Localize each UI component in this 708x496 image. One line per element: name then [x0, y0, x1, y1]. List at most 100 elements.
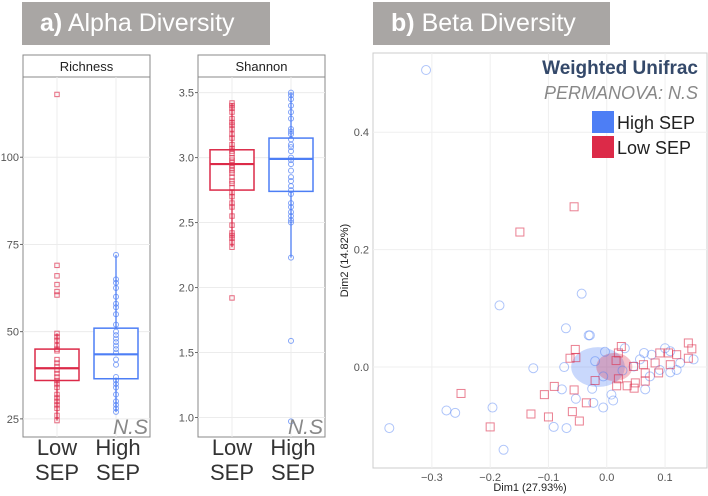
data-point	[590, 356, 601, 367]
data-point	[590, 376, 600, 386]
header-title: Beta Diversity	[421, 9, 576, 37]
data-point	[629, 361, 639, 371]
data-point	[54, 91, 60, 98]
data-point	[683, 353, 693, 363]
data-point	[113, 335, 119, 342]
data-point	[584, 330, 595, 341]
x-category-label: SEP	[210, 460, 254, 485]
data-point	[113, 405, 119, 412]
strip-title: Shannon	[235, 59, 287, 74]
data-point	[384, 423, 395, 434]
data-point	[229, 126, 235, 132]
pcoa-scatter: −0.3 −0.2 −0.1 0.0 0.1 0.0 0.2 0.4 Dim1 (27.93%)…	[339, 52, 708, 494]
data-point	[113, 311, 119, 318]
x-tick-label: −0.2	[479, 472, 501, 484]
data-point	[441, 405, 452, 416]
data-point	[687, 344, 697, 354]
data-point	[113, 321, 119, 328]
data-point	[113, 380, 119, 387]
data-point	[539, 390, 549, 400]
data-point	[654, 364, 665, 375]
data-point	[113, 342, 119, 349]
plot-area	[197, 76, 326, 438]
data-point	[288, 89, 294, 96]
data-point	[113, 349, 119, 356]
alpha-diversity-header: a) Alpha Diversity	[22, 2, 270, 45]
y-tick-label: 3.5	[179, 88, 194, 100]
x-category-label: SEP	[35, 460, 79, 485]
data-point	[665, 360, 675, 370]
data-point	[54, 391, 60, 398]
data-point	[229, 189, 235, 196]
x-tick-label: −0.3	[421, 472, 443, 484]
data-point	[288, 109, 294, 116]
data-point	[229, 213, 235, 219]
data-point	[113, 374, 119, 380]
significance-annotation: N.S	[288, 416, 323, 439]
x-category-label: High	[270, 435, 315, 460]
data-point	[113, 285, 119, 292]
data-point	[672, 350, 682, 360]
data-point	[113, 401, 119, 408]
data-point	[487, 402, 498, 413]
data-point	[113, 332, 119, 339]
data-point	[655, 348, 665, 358]
data-point	[54, 370, 60, 377]
header-title: Alpha Diversity	[67, 9, 235, 37]
data-point	[229, 222, 235, 228]
data-point	[229, 239, 235, 245]
data-point	[229, 105, 235, 111]
y-tick-label: 50	[7, 327, 19, 339]
data-point	[548, 421, 559, 432]
data-point	[229, 131, 235, 137]
data-point	[229, 180, 235, 187]
data-point	[113, 328, 119, 335]
y-tick-label: 3.0	[179, 153, 194, 165]
data-point	[229, 204, 235, 210]
y-tick-label: 0.4	[354, 127, 369, 139]
data-point	[288, 161, 294, 168]
confidence-ellipse	[571, 347, 625, 387]
data-point	[560, 323, 571, 334]
data-point	[288, 190, 294, 197]
y-tick-label: 100	[1, 152, 19, 164]
data-point	[229, 193, 235, 200]
x-tick-label: 0.0	[599, 472, 614, 484]
data-point	[608, 395, 619, 406]
data-point	[581, 398, 591, 408]
data-point	[619, 343, 630, 354]
data-point	[229, 109, 235, 115]
data-point	[54, 337, 60, 344]
x-tick-label: 0.1	[657, 472, 672, 484]
data-point	[288, 213, 294, 220]
data-point	[229, 200, 235, 206]
data-point	[54, 405, 60, 412]
data-point	[113, 251, 119, 258]
y-tick-label: 1.5	[179, 348, 194, 360]
data-point	[526, 409, 536, 419]
data-point	[229, 235, 235, 241]
data-point	[456, 388, 466, 398]
x-tick-label: −0.1	[538, 472, 560, 484]
header-letter: b)	[391, 9, 415, 37]
data-point	[543, 412, 553, 422]
data-point	[606, 389, 617, 400]
data-point	[640, 368, 650, 378]
data-point	[113, 304, 119, 311]
data-point	[229, 115, 235, 122]
data-point	[54, 348, 60, 354]
data-point	[288, 102, 294, 109]
data-point	[588, 397, 599, 408]
data-point	[54, 262, 60, 269]
data-point	[229, 135, 235, 141]
data-point	[450, 407, 461, 418]
data-point	[54, 334, 60, 340]
data-point	[113, 398, 119, 405]
data-point	[612, 381, 622, 391]
data-point	[494, 300, 505, 311]
data-point	[113, 361, 119, 368]
data-point	[556, 384, 567, 395]
data-point	[54, 367, 60, 373]
data-point	[288, 254, 294, 261]
data-point	[569, 202, 579, 212]
